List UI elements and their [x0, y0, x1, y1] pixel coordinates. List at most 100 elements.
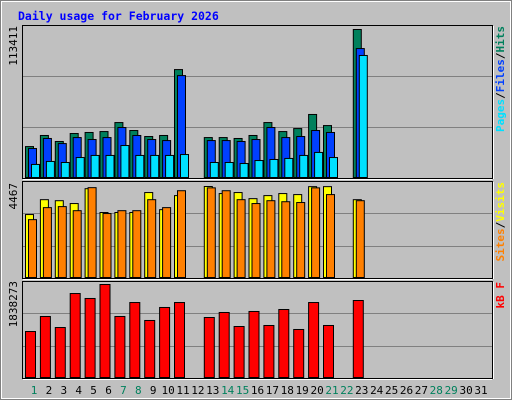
bar — [278, 309, 290, 378]
bar — [147, 199, 157, 278]
x-tick-label: 19 — [296, 384, 309, 397]
x-tick-label: 1 — [31, 384, 38, 397]
x-tick-label: 17 — [266, 384, 279, 397]
bar — [293, 328, 305, 378]
bar — [117, 210, 127, 278]
x-tick-label: 23 — [355, 384, 368, 397]
x-tick-label: 22 — [340, 384, 353, 397]
bar — [28, 219, 37, 279]
x-tick-label: 28 — [430, 384, 443, 397]
bar — [352, 300, 364, 378]
x-tick-label: 21 — [325, 384, 338, 397]
bar — [299, 154, 309, 179]
bar — [296, 202, 306, 278]
bar — [209, 161, 219, 178]
x-tick-label: 3 — [60, 384, 67, 397]
x-tick-label: 6 — [105, 384, 112, 397]
bar — [203, 316, 215, 378]
bar — [284, 157, 294, 178]
bar — [269, 158, 279, 178]
bar — [159, 306, 171, 379]
bar — [251, 203, 261, 278]
y-tick-label: 4467 — [7, 183, 20, 210]
bar — [326, 194, 335, 278]
legend-entry: Files — [494, 59, 507, 92]
bar — [45, 160, 55, 179]
y-tick-label: 113411 — [7, 26, 20, 66]
legend: Sites/Visits — [494, 182, 507, 262]
bar — [233, 326, 245, 378]
bar — [180, 154, 189, 179]
bar — [206, 187, 216, 278]
x-tick-label: 29 — [445, 384, 458, 397]
bar — [224, 161, 234, 178]
bar — [135, 154, 145, 179]
bar — [236, 199, 246, 278]
legend: Pages/Files/Hits — [494, 26, 507, 132]
bar — [239, 163, 249, 178]
bar — [75, 157, 85, 178]
bar — [329, 157, 338, 178]
bar — [165, 154, 175, 179]
bar — [120, 145, 130, 178]
bar — [248, 310, 260, 378]
x-tick-label: 4 — [75, 384, 82, 397]
x-tick-label: 8 — [135, 384, 142, 397]
bar — [132, 210, 142, 278]
legend-separator: / — [494, 221, 507, 228]
x-tick-label: 13 — [206, 384, 219, 397]
bar — [308, 302, 320, 379]
bar — [54, 327, 66, 379]
bar — [162, 207, 172, 278]
bar — [355, 200, 365, 279]
bar — [87, 187, 97, 278]
x-tick-label: 26 — [400, 384, 413, 397]
bar — [84, 297, 96, 379]
bar — [174, 302, 185, 379]
bar — [25, 331, 36, 379]
x-tick-label: 14 — [221, 384, 235, 397]
x-tick-label: 27 — [415, 384, 428, 397]
bar — [39, 315, 51, 379]
bar — [263, 324, 275, 378]
bar — [323, 324, 334, 378]
bar — [57, 206, 67, 278]
bar — [150, 154, 160, 179]
legend-separator: / — [494, 92, 507, 99]
bar — [218, 311, 230, 378]
legend-separator: / — [494, 52, 507, 59]
x-tick-label: 5 — [90, 384, 97, 397]
x-tick-label: 11 — [176, 384, 189, 397]
legend-entry: Visits — [494, 182, 507, 222]
x-tick-label: 20 — [310, 384, 323, 397]
x-tick-label: 9 — [150, 384, 157, 397]
bar — [266, 200, 276, 279]
x-tick-label: 7 — [120, 384, 127, 397]
legend: kB F — [494, 282, 507, 309]
bar — [69, 293, 81, 379]
x-tick-label: 10 — [161, 384, 174, 397]
bar — [144, 319, 156, 378]
bar — [31, 163, 40, 178]
legend-entry: Pages — [494, 99, 507, 132]
bar — [281, 201, 291, 278]
x-tick-label: 30 — [459, 384, 472, 397]
bar — [314, 151, 324, 178]
bar — [129, 302, 141, 379]
bar — [311, 187, 321, 278]
x-tick-label: 18 — [281, 384, 294, 397]
x-tick-label: 31 — [474, 384, 487, 397]
legend-entry: Sites — [494, 228, 507, 261]
bar — [358, 54, 368, 178]
bar — [72, 210, 82, 278]
bar — [60, 161, 70, 178]
chart-title: Daily usage for February 2026 — [18, 9, 219, 23]
x-tick-label: 12 — [191, 384, 204, 397]
bar — [90, 154, 100, 179]
bar — [114, 315, 126, 379]
x-tick-label: 15 — [236, 384, 249, 397]
y-tick-label: 1838273 — [7, 281, 20, 327]
x-tick-label: 25 — [385, 384, 398, 397]
